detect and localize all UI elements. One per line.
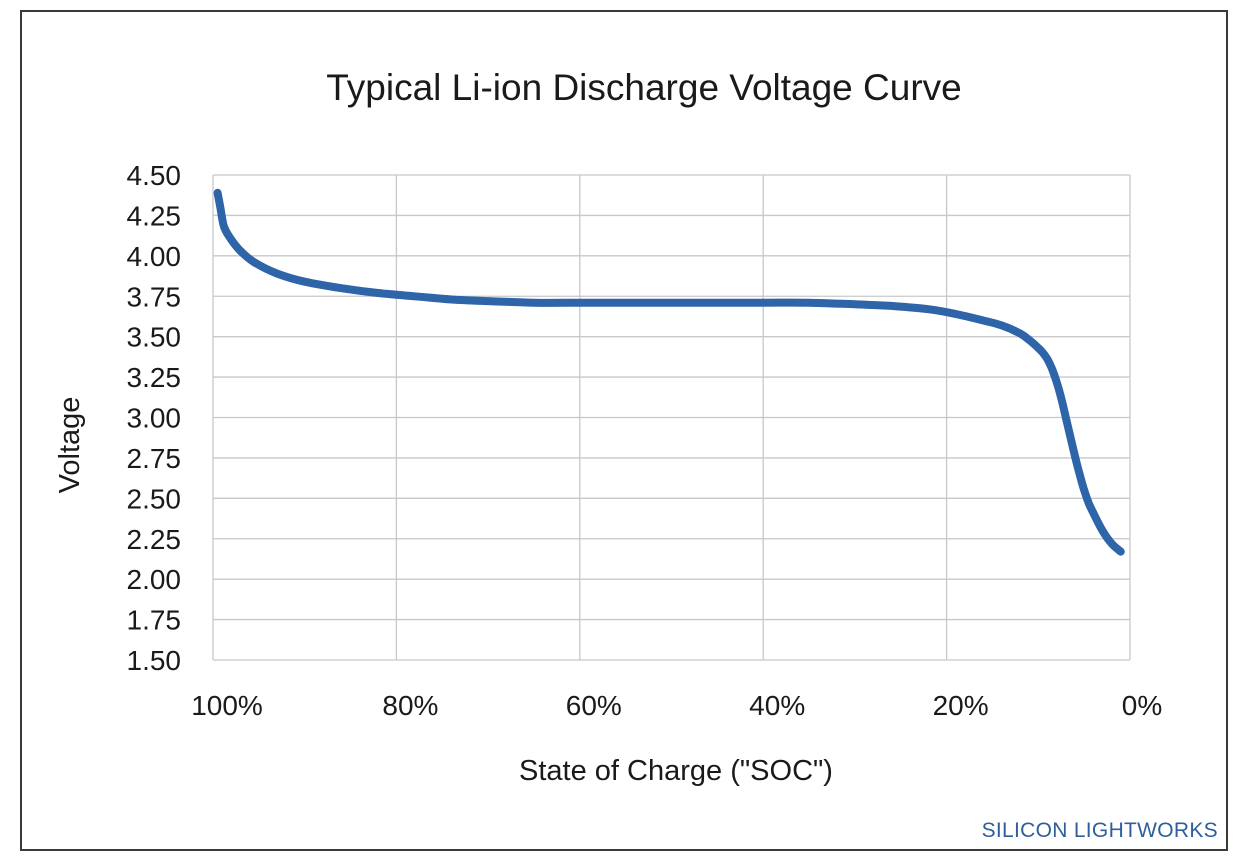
chart-title: Typical Li-ion Discharge Voltage Curve bbox=[326, 67, 962, 108]
y-tick-label: 2.00 bbox=[127, 564, 182, 595]
y-tick-label: 3.50 bbox=[127, 322, 182, 353]
y-axis-label: Voltage bbox=[54, 397, 86, 494]
y-tick-label: 4.25 bbox=[127, 200, 182, 231]
y-tick-label: 1.50 bbox=[127, 645, 182, 676]
x-axis-label: State of Charge ("SOC") bbox=[519, 755, 833, 787]
brand-watermark: SILICON LIGHTWORKS bbox=[982, 819, 1218, 842]
y-tick-label: 1.75 bbox=[127, 605, 182, 636]
x-tick-label: 100% bbox=[191, 690, 263, 721]
y-tick-label: 2.75 bbox=[127, 443, 182, 474]
y-tick-label: 3.75 bbox=[127, 281, 182, 312]
y-tick-label: 4.00 bbox=[127, 241, 182, 272]
x-tick-label: 0% bbox=[1122, 690, 1162, 721]
y-tick-label: 2.50 bbox=[127, 483, 182, 514]
x-axis-ticks: 100% 80% 60% 40% 20% 0% bbox=[191, 690, 1162, 721]
y-tick-label: 2.25 bbox=[127, 524, 182, 555]
x-tick-label: 80% bbox=[382, 690, 438, 721]
y-tick-label: 3.25 bbox=[127, 362, 182, 393]
chart-frame bbox=[20, 10, 1228, 851]
x-tick-label: 60% bbox=[566, 690, 622, 721]
series-line-li-ion-discharge bbox=[213, 188, 1125, 556]
x-tick-label: 20% bbox=[933, 690, 989, 721]
y-tick-label: 3.00 bbox=[127, 403, 182, 434]
x-tick-label: 40% bbox=[749, 690, 805, 721]
y-axis-ticks: 4.50 4.25 4.00 3.75 3.50 3.25 3.00 2.75 2.50 2.25… bbox=[127, 160, 182, 676]
grid bbox=[212, 174, 1131, 661]
y-tick-label: 4.50 bbox=[127, 160, 182, 191]
